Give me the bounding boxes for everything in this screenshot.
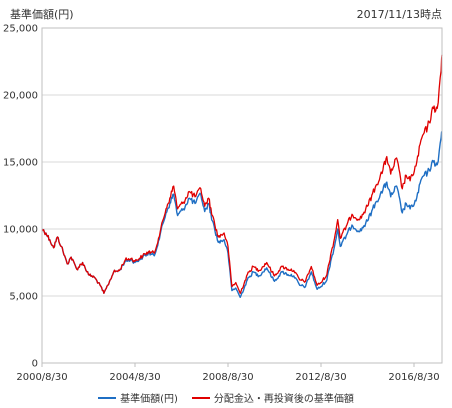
y-tick-label: 20,000 xyxy=(3,91,38,102)
x-tick-label: 2000/8/30 xyxy=(16,372,67,383)
x-tick-label: 2016/8/30 xyxy=(388,372,439,383)
x-tick-label: 2004/8/30 xyxy=(109,372,160,383)
legend: 基準価額(円) 分配金込・再投資後の基準価額 xyxy=(0,390,452,405)
legend-item-reinvested: 分配金込・再投資後の基準価額 xyxy=(191,390,354,405)
y-tick-label: 15,000 xyxy=(3,158,38,169)
legend-label-nav: 基準価額(円) xyxy=(120,394,178,405)
legend-swatch-reinvested xyxy=(191,396,210,399)
x-tick-label: 2012/8/30 xyxy=(295,372,346,383)
y-tick-label: 25,000 xyxy=(3,24,38,35)
legend-swatch-nav xyxy=(98,396,117,399)
series-lines xyxy=(41,54,443,298)
y-axis-title: 基準価額(円) xyxy=(10,8,74,21)
y-tick-label: 10,000 xyxy=(3,225,38,236)
y-tick-label: 5,000 xyxy=(9,292,38,303)
x-tick-label: 2008/8/30 xyxy=(202,372,253,383)
as-of-date: 2017/11/13時点 xyxy=(356,8,442,21)
legend-item-nav: 基準価額(円) xyxy=(98,390,178,405)
plot-frame xyxy=(41,27,443,364)
legend-label-reinvested: 分配金込・再投資後の基準価額 xyxy=(213,394,354,405)
gridlines xyxy=(42,27,442,364)
x-tick-labels: 2000/8/30 2004/8/30 2008/8/30 2012/8/30 2016… xyxy=(16,363,440,383)
series-line-reinvested xyxy=(41,54,443,294)
y-tick-labels: 0 5,000 10,000 15,000 20,000 25,000 xyxy=(3,24,38,370)
series-line-nav xyxy=(41,131,443,298)
y-tick-label: 0 xyxy=(32,359,38,370)
